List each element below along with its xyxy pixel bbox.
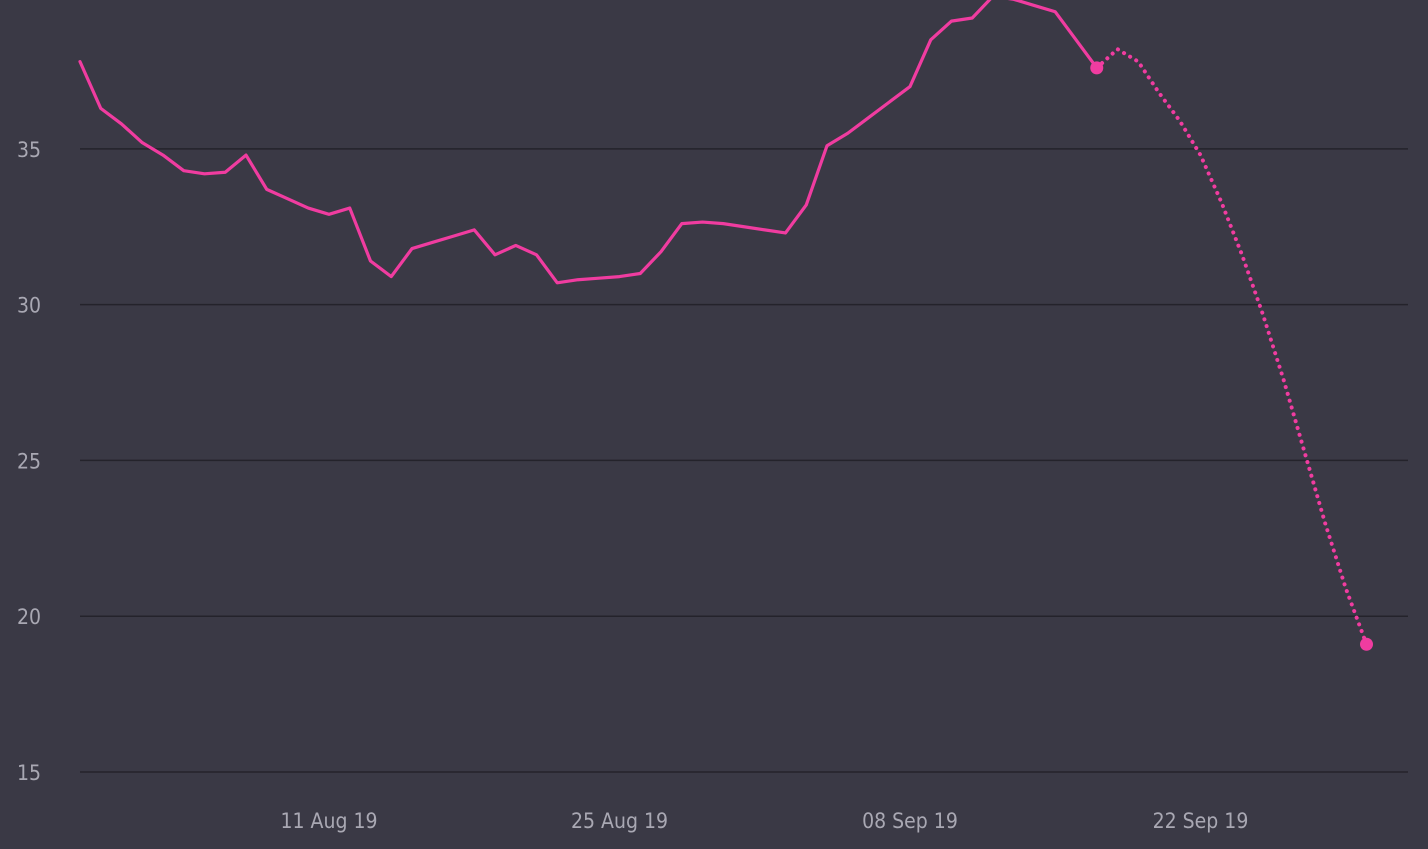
y-tick-label: 15 — [17, 761, 41, 785]
x-tick-label: 11 Aug 19 — [281, 809, 378, 833]
gridlines — [80, 148, 1408, 773]
x-tick-label: 25 Aug 19 — [571, 809, 668, 833]
y-tick-label: 25 — [17, 449, 41, 473]
series-line-dotted — [1094, 47, 1369, 647]
x-axis-ticks: 11 Aug 19 25 Aug 19 08 Sep 19 22 Sep 19 — [281, 809, 1249, 833]
series — [78, 0, 1373, 651]
x-tick-label: 22 Sep 19 — [1153, 809, 1249, 833]
series-line-solid — [78, 0, 1099, 285]
y-tick-label: 35 — [17, 138, 41, 162]
y-tick-label: 30 — [17, 294, 41, 318]
x-tick-label: 08 Sep 19 — [862, 809, 958, 833]
y-tick-label: 20 — [17, 605, 41, 629]
series-end-point — [1360, 637, 1373, 651]
y-axis-ticks: 15 20 25 30 35 — [17, 138, 41, 785]
